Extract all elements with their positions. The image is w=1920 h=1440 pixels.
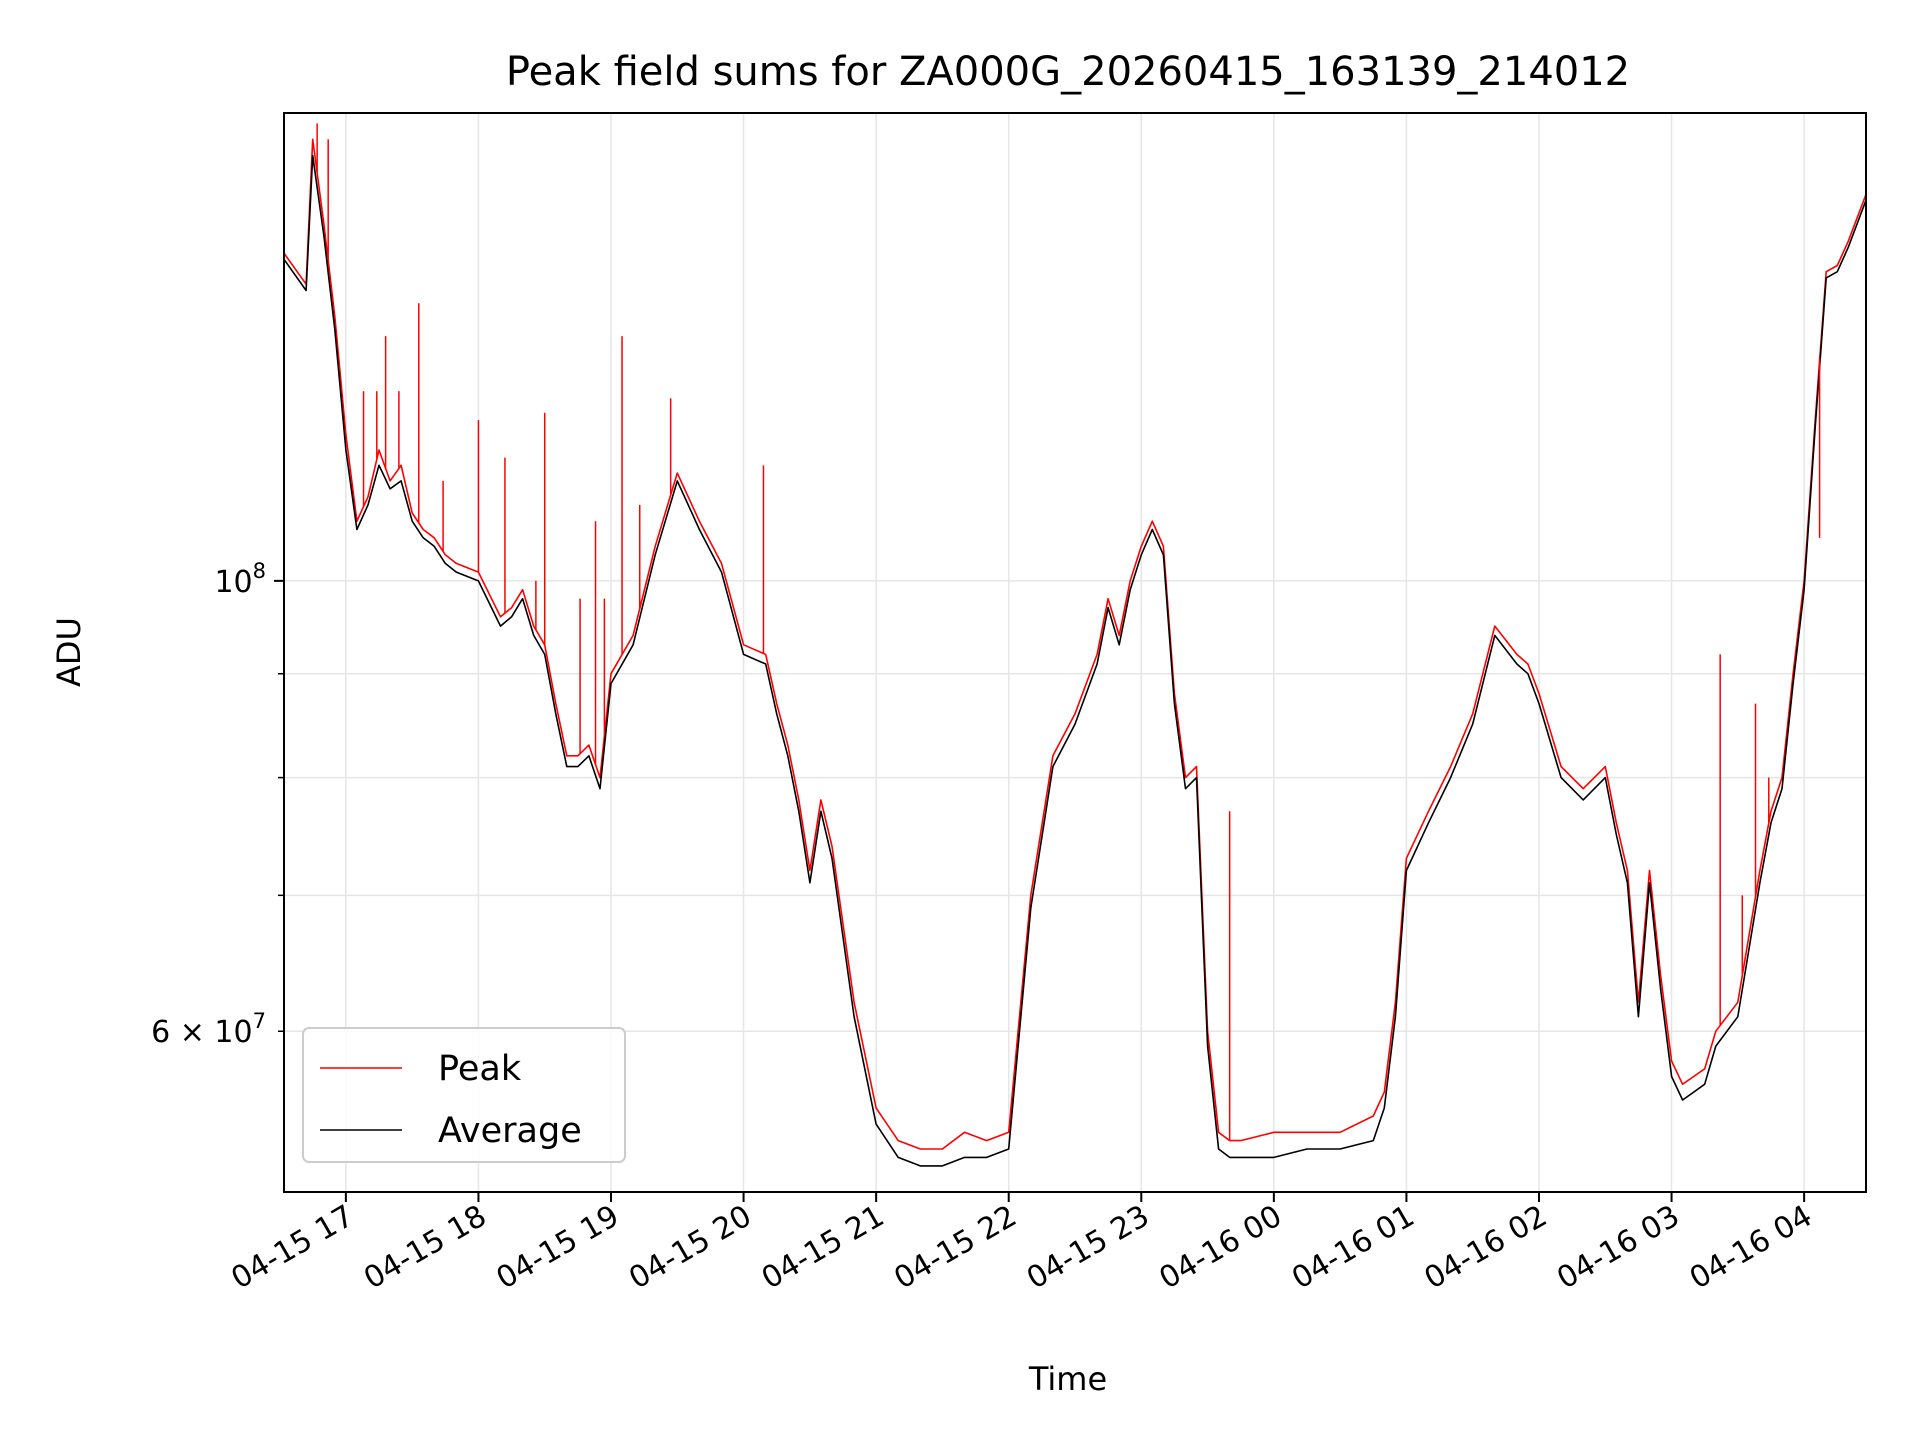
chart-title: Peak field sums for ZA000G_20260415_1631… xyxy=(506,49,1630,95)
y-tick-label-minor: 6 × 107 xyxy=(151,1009,266,1050)
legend: Peak Average xyxy=(302,1027,626,1163)
plot-area xyxy=(283,112,1867,1193)
legend-box xyxy=(302,1027,626,1163)
series-line-average xyxy=(283,154,1867,1167)
x-axis-label: Time xyxy=(1028,1360,1107,1398)
y-tick-base: 6 × 10 xyxy=(151,1015,252,1050)
legend-entry-peak: Peak xyxy=(438,1049,522,1089)
y-tick-exponent: 8 xyxy=(253,559,266,583)
legend-entry-average: Average xyxy=(438,1111,582,1151)
series-lines xyxy=(283,123,1867,1167)
y-axis-label: ADU xyxy=(50,617,88,687)
y-tick-label: 108 xyxy=(214,559,266,600)
grid xyxy=(284,113,1866,1192)
y-tick-base: 10 xyxy=(214,565,252,600)
y-tick-exponent: 7 xyxy=(253,1009,266,1033)
series-line-peak xyxy=(283,138,1867,1150)
